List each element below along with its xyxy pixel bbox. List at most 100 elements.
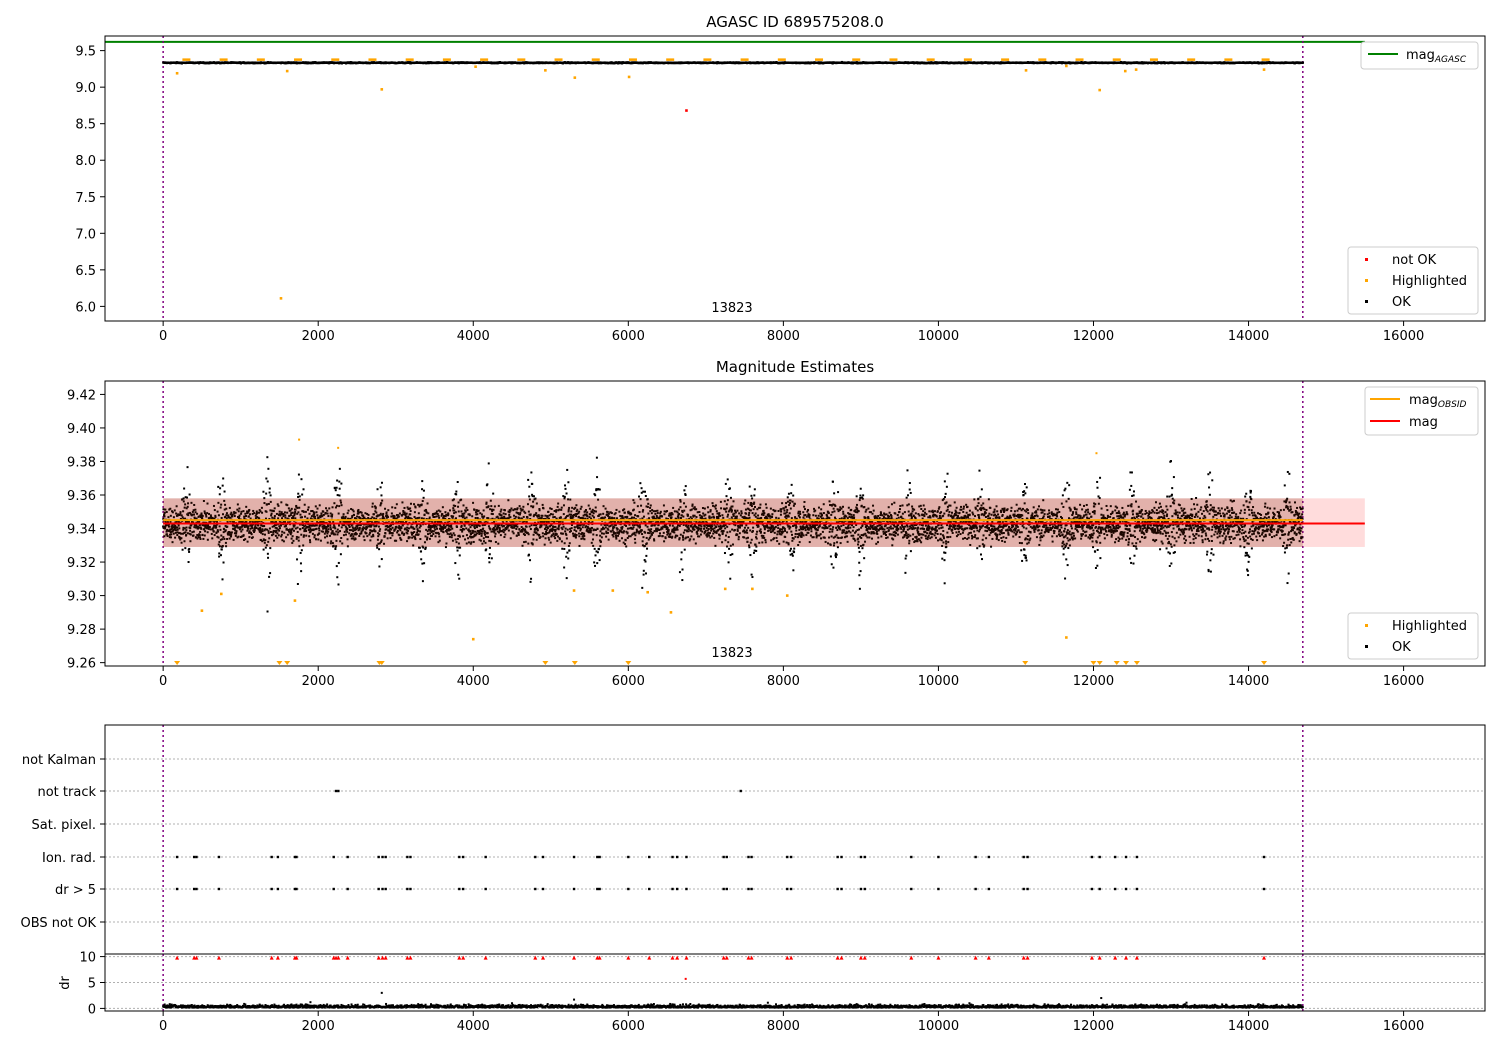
highlighted-point [175, 71, 179, 75]
ok-point [304, 524, 307, 527]
ok-point [281, 530, 284, 533]
ok-point [488, 556, 491, 559]
ok-point [201, 514, 204, 517]
ok-point [187, 561, 190, 564]
x-tick-label: 16000 [1383, 329, 1424, 344]
ok-point [310, 515, 313, 518]
ok-point [313, 534, 316, 537]
ok-point [530, 471, 533, 474]
ok-point [203, 528, 206, 531]
ok-point [222, 536, 225, 539]
ok-point [219, 528, 222, 531]
ok-point [179, 536, 182, 539]
ok-point [280, 501, 283, 504]
ok-point [269, 530, 272, 533]
ok-point [241, 528, 244, 531]
ok-point [253, 528, 256, 531]
highlighted-point [554, 58, 563, 61]
ok-point [186, 513, 189, 516]
ok-point [293, 512, 296, 515]
ok-point [261, 528, 264, 531]
ok-point [179, 512, 182, 515]
ok-point [219, 506, 222, 509]
ok-point [297, 492, 300, 495]
ok-point [312, 524, 315, 527]
ok-point [567, 481, 570, 484]
ok-point [212, 504, 215, 507]
ok-point [308, 535, 311, 538]
y-tick-label: 6.0 [75, 300, 96, 315]
ok-point [290, 529, 293, 532]
ok-point [236, 508, 239, 511]
ok-point [211, 528, 214, 531]
ok-point [169, 531, 172, 534]
ok-point [233, 524, 236, 527]
legend-highlighted-label: Highlighted [1392, 274, 1467, 289]
ok-point [230, 535, 233, 538]
ok-point [193, 526, 196, 529]
ok-point [218, 555, 221, 558]
ok-point [270, 512, 273, 515]
ok-point [380, 494, 383, 497]
ok-point [258, 511, 261, 514]
ok-point [173, 528, 176, 531]
ok-point [531, 482, 534, 485]
ok-point [280, 535, 283, 538]
ok-point [268, 527, 271, 530]
ok-point [217, 501, 220, 504]
ok-point [255, 527, 258, 530]
ok-point [313, 536, 316, 539]
ok-point [182, 497, 185, 500]
ok-point [184, 503, 187, 506]
ok-point [249, 520, 252, 523]
ok-point [257, 524, 260, 527]
ok-point [253, 529, 256, 532]
ok-point [169, 528, 172, 531]
ok-point [296, 526, 299, 529]
ok-point [233, 511, 236, 514]
ok-point [229, 516, 232, 519]
legend-not-ok-marker [1365, 258, 1368, 261]
ok-point [309, 527, 312, 530]
ok-point [270, 514, 273, 517]
y-tick-label: 8.5 [75, 118, 96, 133]
ok-point [185, 526, 188, 529]
ok-point [181, 498, 184, 501]
ok-point [274, 530, 277, 533]
ok-point [486, 483, 489, 486]
ok-point [183, 506, 186, 509]
ok-point [221, 578, 224, 581]
ok-point [274, 534, 277, 537]
highlighted-point [573, 76, 577, 79]
ok-point [248, 531, 251, 534]
ok-point [217, 530, 220, 533]
ok-point [336, 494, 339, 497]
ok-point [199, 526, 202, 529]
ok-point [260, 531, 263, 534]
x-tick-label: 2000 [302, 329, 335, 344]
ok-point [283, 511, 286, 514]
highlighted-point [703, 58, 712, 61]
ok-point [490, 557, 493, 560]
ok-point [234, 526, 237, 529]
ok-point [171, 511, 174, 514]
ok-point [242, 510, 245, 513]
ok-point [185, 529, 188, 532]
ok-point [246, 529, 249, 532]
ok-point [249, 517, 252, 520]
ok-point [298, 506, 301, 509]
ok-point [243, 524, 246, 527]
ok-point [228, 506, 231, 509]
ok-point [280, 511, 283, 514]
ok-point [236, 536, 239, 539]
ok-point [264, 546, 267, 549]
agasc-plot-area [105, 36, 1365, 321]
ok-point [252, 521, 255, 524]
ok-point [175, 505, 178, 508]
ok-point [222, 513, 225, 516]
ok-point [421, 480, 424, 483]
ok-point [276, 536, 279, 539]
ok-point [207, 525, 210, 528]
ok-point [197, 534, 200, 537]
ok-point [221, 484, 224, 487]
